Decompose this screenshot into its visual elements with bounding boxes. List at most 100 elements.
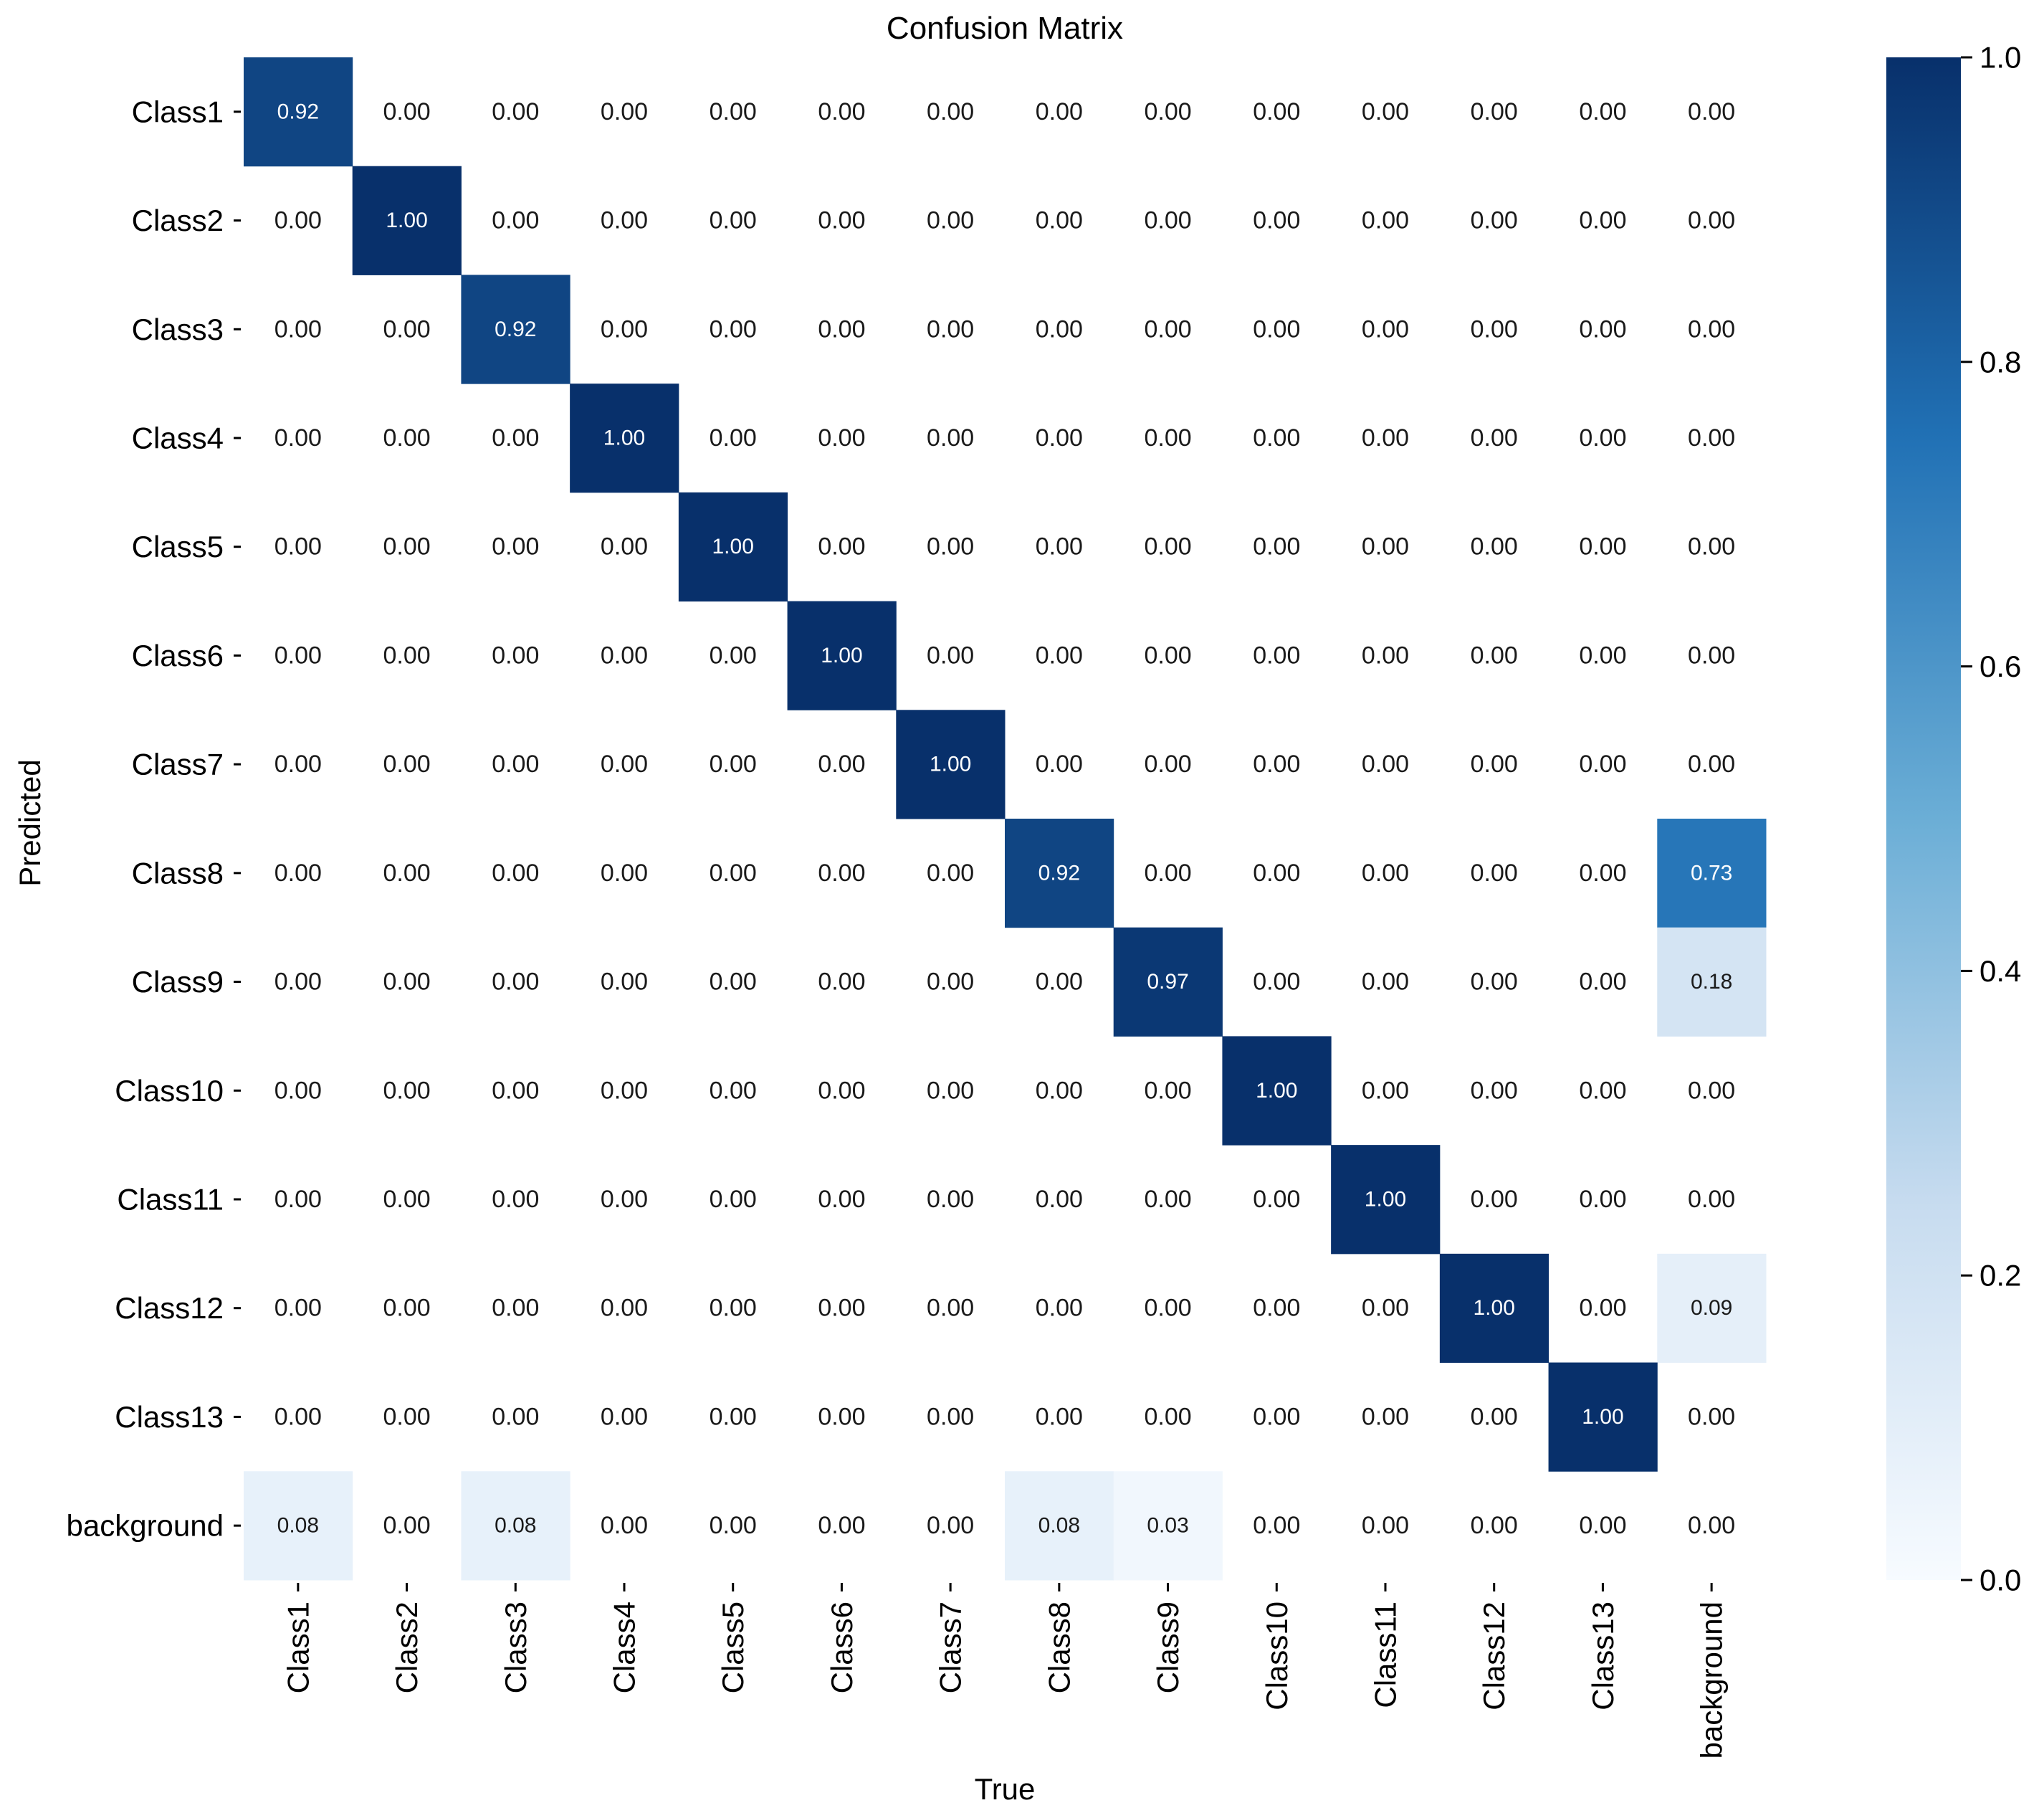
colorbar-tick-label: 0.0 — [1979, 1564, 2021, 1597]
cell-value-label: 0.00 — [1144, 207, 1191, 234]
cell-value-label: 0.00 — [492, 98, 539, 125]
cell-value-label: 0.00 — [818, 98, 865, 125]
cell-value-label: 0.00 — [492, 751, 539, 778]
cell-value-label: 0.00 — [818, 315, 865, 343]
cell-value-label: 0.00 — [1688, 751, 1735, 778]
x-tick-label: Class10 — [1260, 1602, 1294, 1710]
cell-value-label: 0.00 — [1362, 969, 1409, 996]
cell-value-label: 0.00 — [1253, 860, 1300, 887]
cell-value-label: 0.00 — [818, 207, 865, 234]
heatmap-cell — [1113, 927, 1223, 1037]
cell-value-label: 0.00 — [1036, 424, 1083, 452]
cell-value-label: 0.00 — [710, 1077, 757, 1104]
cell-value-label: 0.00 — [1471, 1512, 1518, 1539]
x-tick-label: Class5 — [716, 1602, 750, 1693]
cell-value-label: 0.00 — [383, 969, 430, 996]
cell-value-label: 0.00 — [274, 969, 322, 996]
cell-value-label: 0.00 — [274, 642, 322, 669]
y-tick-label: Class3 — [132, 313, 224, 346]
cell-value-label: 0.00 — [1253, 642, 1300, 669]
cell-value-label: 0.00 — [601, 1512, 648, 1539]
heatmap-cell — [678, 492, 788, 602]
colorbar-tick-label: 1.0 — [1979, 41, 2021, 75]
cell-value-label: 0.00 — [1579, 751, 1626, 778]
cell-value-label: 0.00 — [492, 424, 539, 452]
cell-value-label: 0.00 — [601, 533, 648, 561]
cell-value-label: 0.08 — [277, 1514, 319, 1538]
cell-value-label: 0.03 — [1147, 1514, 1188, 1538]
cell-value-label: 0.00 — [1036, 1186, 1083, 1213]
cell-value-label: 0.00 — [1144, 860, 1191, 887]
cell-value-label: 0.97 — [1147, 970, 1188, 994]
y-tick-label: Class2 — [132, 204, 224, 237]
cell-value-label: 0.00 — [927, 207, 974, 234]
x-tick-label: Class8 — [1042, 1602, 1076, 1693]
cell-value-label: 1.00 — [1256, 1079, 1297, 1103]
cell-value-label: 0.00 — [1471, 1186, 1518, 1213]
cell-value-label: 0.00 — [1144, 1403, 1191, 1430]
x-tick-label: Class12 — [1477, 1602, 1511, 1710]
cell-value-label: 0.00 — [1362, 1512, 1409, 1539]
cell-value-label: 0.00 — [1362, 1295, 1409, 1322]
cell-value-label: 0.00 — [710, 860, 757, 887]
x-tick-label: Class4 — [608, 1602, 641, 1693]
cell-value-label: 0.00 — [1471, 751, 1518, 778]
heatmap-cell — [1548, 1362, 1658, 1472]
cell-value-label: 0.00 — [492, 1295, 539, 1322]
colorbar: 0.0 0.2 0.4 0.6 0.8 1.0 — [1886, 41, 2021, 1597]
cell-value-label: 0.08 — [495, 1514, 536, 1538]
cell-value-label: 0.00 — [383, 642, 430, 669]
cell-value-label: 0.00 — [1579, 969, 1626, 996]
cell-value-label: 0.00 — [1362, 1077, 1409, 1104]
cell-value-label: 0.00 — [710, 98, 757, 125]
heatmap-cell — [244, 57, 353, 167]
cell-value-label: 0.00 — [601, 98, 648, 125]
cell-value-label: 0.00 — [710, 1403, 757, 1430]
cell-value-label: 0.00 — [601, 860, 648, 887]
y-tick-label: Class13 — [115, 1400, 224, 1434]
x-tick-label: background — [1695, 1602, 1729, 1759]
cell-value-label: 0.00 — [1579, 98, 1626, 125]
y-tick-label: background — [67, 1509, 224, 1543]
x-tick-label: Class1 — [281, 1602, 315, 1693]
cell-value-label: 0.00 — [274, 1077, 322, 1104]
cell-value-label: 0.00 — [383, 533, 430, 561]
cell-value-label: 0.00 — [1362, 642, 1409, 669]
cell-value-label: 0.00 — [1036, 98, 1083, 125]
cell-value-label: 0.00 — [383, 1077, 430, 1104]
cell-value-label: 0.00 — [1579, 1186, 1626, 1213]
cell-value-label: 0.00 — [1144, 315, 1191, 343]
cell-value-label: 0.00 — [1579, 642, 1626, 669]
cell-value-label: 0.92 — [277, 100, 319, 123]
colorbar-gradient — [1886, 57, 1961, 1580]
cell-value-label: 0.00 — [601, 751, 648, 778]
cell-value-label: 0.00 — [1144, 1295, 1191, 1322]
cell-value-label: 0.00 — [1688, 1512, 1735, 1539]
cell-value-label: 0.00 — [1362, 1403, 1409, 1430]
cell-value-label: 0.00 — [492, 533, 539, 561]
heatmap-cell — [461, 275, 570, 384]
cell-value-label: 0.00 — [1471, 533, 1518, 561]
cell-value-label: 0.00 — [927, 969, 974, 996]
cell-value-label: 1.00 — [821, 644, 862, 667]
cell-value-label: 0.00 — [927, 1403, 974, 1430]
y-tick-label: Class1 — [132, 95, 224, 128]
cell-value-label: 0.18 — [1691, 970, 1732, 994]
y-tick-label: Class5 — [132, 530, 224, 563]
cell-value-label: 0.00 — [1036, 1077, 1083, 1104]
cell-value-label: 0.00 — [1688, 1403, 1735, 1430]
cell-value-label: 0.00 — [492, 969, 539, 996]
cell-value-label: 0.00 — [1144, 424, 1191, 452]
cell-value-label: 0.92 — [1038, 861, 1080, 885]
cell-value-label: 0.00 — [1144, 751, 1191, 778]
cell-value-label: 1.00 — [712, 535, 754, 558]
cell-value-label: 0.00 — [1144, 533, 1191, 561]
y-axis-label: Predicted — [13, 759, 47, 886]
cell-value-label: 0.00 — [710, 424, 757, 452]
heatmap-cell — [1657, 927, 1767, 1037]
cell-value-label: 0.00 — [274, 860, 322, 887]
cell-value-label: 0.00 — [710, 1512, 757, 1539]
cell-value-label: 0.00 — [1688, 315, 1735, 343]
cell-value-label: 0.92 — [495, 318, 536, 341]
cell-value-label: 0.00 — [927, 1077, 974, 1104]
